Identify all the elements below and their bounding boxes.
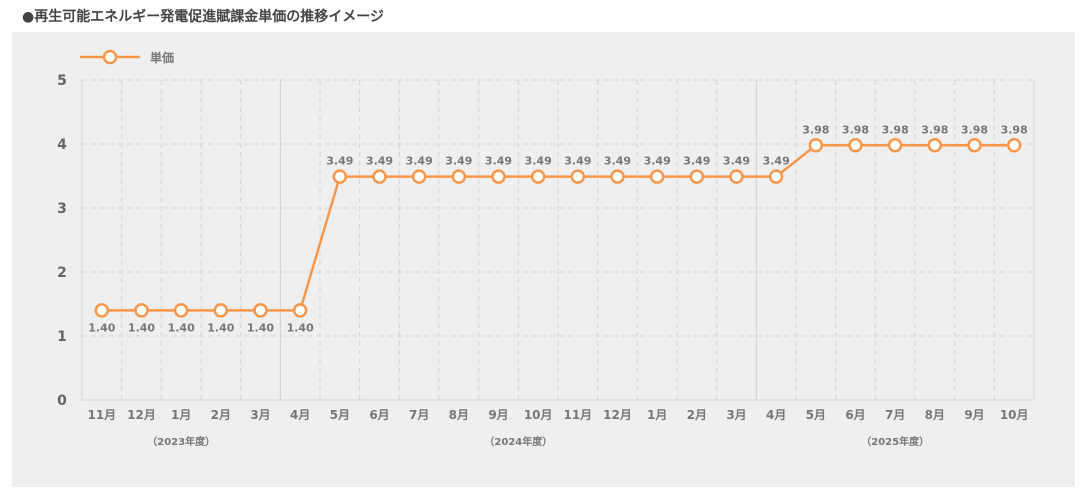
x-tick-label: 10月 (1000, 408, 1029, 422)
data-point (253, 303, 268, 318)
x-tick-label: 12月 (127, 408, 156, 422)
y-tick-label: 3 (57, 201, 67, 217)
x-tick-label: 2月 (687, 408, 707, 422)
data-point (610, 169, 625, 184)
x-tick-label: 5月 (330, 408, 350, 422)
data-point (967, 138, 982, 153)
data-label: 1.40 (287, 321, 314, 334)
data-label: 1.40 (207, 321, 234, 334)
data-label: 3.98 (882, 123, 909, 136)
data-point (411, 169, 427, 184)
data-label: 1.40 (88, 321, 115, 334)
data-point (887, 138, 903, 153)
chart-title: ●再生可能エネルギー発電促進賦課金単価の推移イメージ (22, 9, 384, 25)
x-tick-label: 8月 (925, 408, 945, 422)
data-label: 1.40 (168, 321, 195, 334)
data-label: 3.49 (445, 155, 472, 168)
x-tick-label: 1月 (171, 408, 191, 422)
x-tick-label: 11月 (87, 408, 116, 422)
data-point (491, 169, 506, 184)
x-tick-label: 9月 (964, 408, 984, 422)
legend-marker (102, 49, 118, 65)
data-label: 3.49 (763, 155, 790, 168)
x-tick-label: 4月 (290, 408, 310, 422)
x-tick-label: 8月 (449, 408, 469, 422)
x-tick-label: 11月 (563, 408, 592, 422)
data-label: 3.98 (1001, 123, 1028, 136)
data-label: 3.49 (406, 155, 433, 168)
data-point (1006, 138, 1022, 153)
y-tick-label: 1 (57, 329, 67, 345)
data-point (848, 138, 863, 153)
year-group-label: （2024年度） (484, 435, 552, 448)
y-tick-label: 0 (57, 393, 67, 409)
y-tick-label: 5 (57, 73, 67, 89)
data-label: 3.49 (366, 155, 393, 168)
data-label: 3.49 (485, 155, 512, 168)
data-point (173, 303, 189, 318)
data-label: 3.98 (802, 123, 829, 136)
x-tick-label: 9月 (488, 408, 508, 422)
data-point (372, 169, 387, 184)
data-label: 3.49 (683, 155, 710, 168)
data-point (332, 169, 348, 184)
data-point (94, 303, 110, 318)
y-tick-label: 2 (57, 265, 67, 281)
x-tick-label: 1月 (647, 408, 667, 422)
data-label: 3.49 (564, 155, 591, 168)
data-label: 3.98 (921, 123, 948, 136)
x-tick-label: 6月 (369, 408, 389, 422)
data-label: 3.49 (644, 155, 671, 168)
data-point (649, 169, 665, 184)
x-tick-label: 2月 (211, 408, 231, 422)
data-point (134, 303, 149, 318)
data-point (927, 138, 943, 153)
x-tick-label: 12月 (603, 408, 632, 422)
x-tick-label: 7月 (409, 408, 429, 422)
x-tick-label: 10月 (524, 408, 553, 422)
year-group-label: （2025年度） (861, 435, 929, 448)
data-label: 3.49 (604, 155, 631, 168)
x-tick-label: 3月 (250, 408, 270, 422)
data-label: 3.49 (723, 155, 750, 168)
y-tick-label: 4 (57, 137, 67, 153)
data-point (530, 169, 546, 184)
data-label: 3.49 (326, 155, 353, 168)
data-point (570, 169, 586, 184)
legend-label: 単価 (150, 50, 174, 65)
data-label: 3.49 (525, 155, 552, 168)
year-group-label: （2023年度） (147, 435, 215, 448)
data-label: 1.40 (247, 321, 274, 334)
data-point (768, 169, 784, 184)
data-label: 3.98 (842, 123, 869, 136)
x-tick-label: 6月 (845, 408, 865, 422)
x-tick-label: 5月 (806, 408, 826, 422)
data-label: 1.40 (128, 321, 155, 334)
x-tick-label: 3月 (726, 408, 746, 422)
data-point (213, 303, 229, 318)
data-point (729, 169, 744, 184)
data-point (292, 303, 308, 318)
chart-panel (12, 32, 1075, 487)
data-label: 3.98 (961, 123, 988, 136)
x-tick-label: 7月 (885, 408, 905, 422)
data-point (451, 169, 467, 184)
data-point (808, 138, 824, 153)
x-tick-label: 4月 (766, 408, 786, 422)
data-point (689, 169, 705, 184)
